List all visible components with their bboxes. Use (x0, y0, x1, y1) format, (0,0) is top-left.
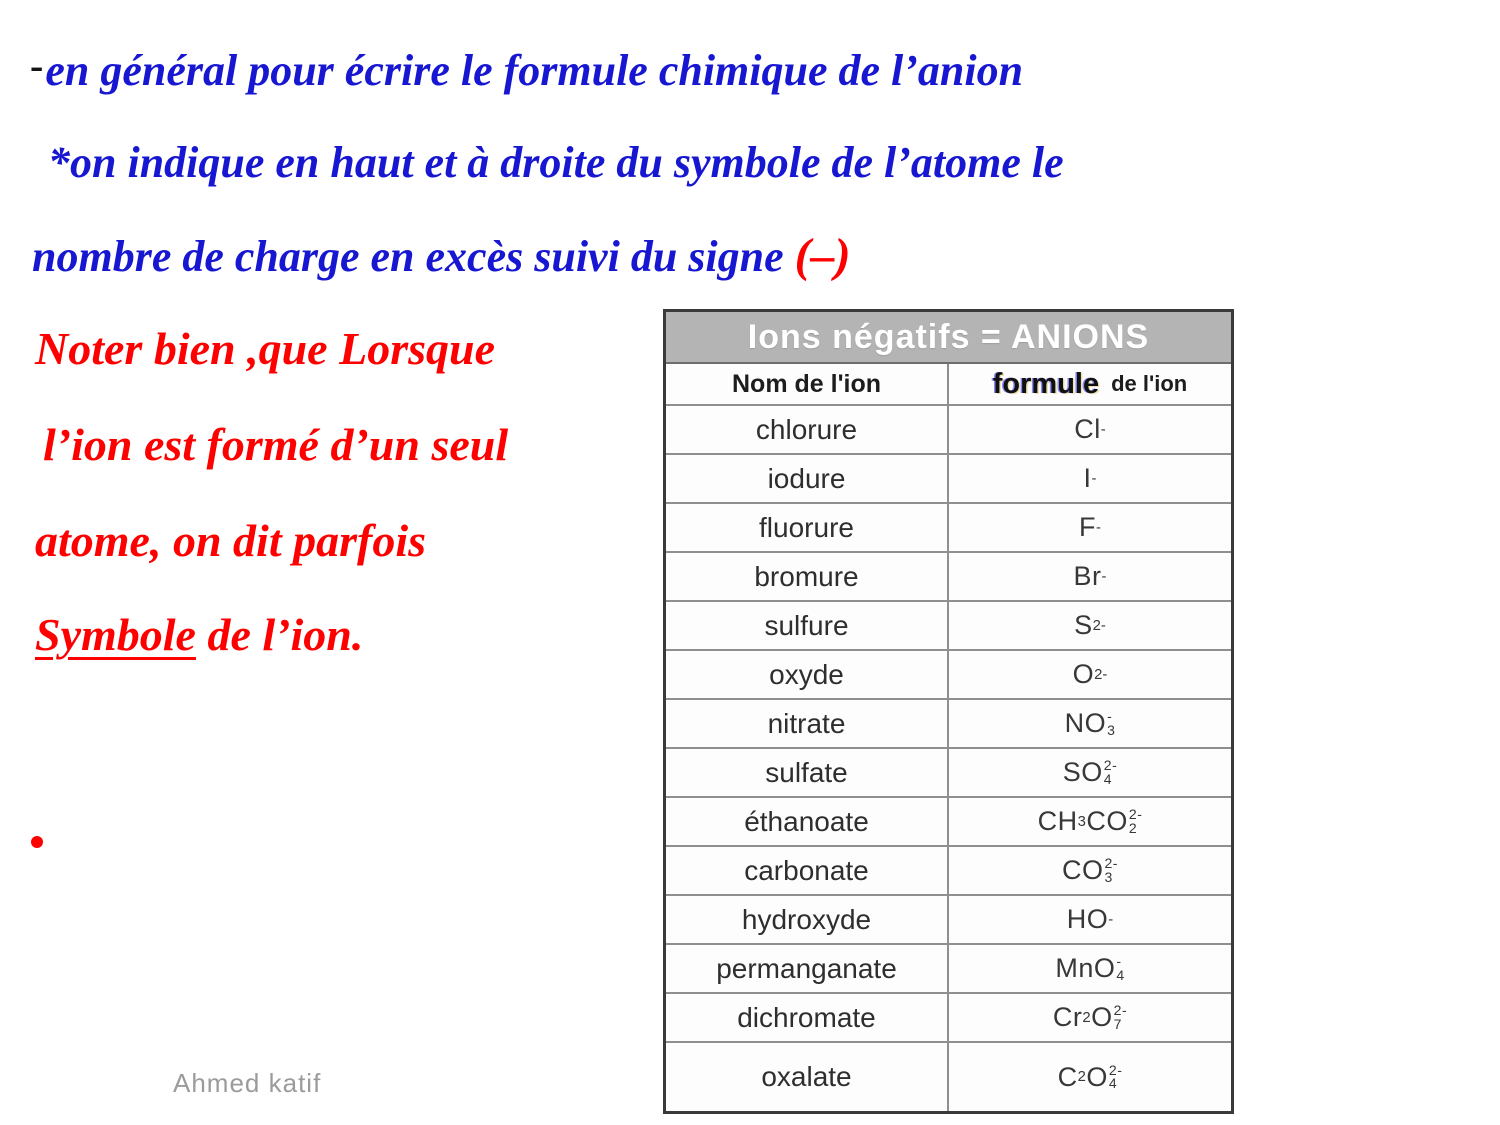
anion-table-title: Ions négatifs = ANIONS (666, 312, 1231, 364)
red-period-bullet (31, 836, 43, 848)
stacked-charge: 2- 7 (1113, 1002, 1128, 1032)
ion-table-body: chlorure Cl - iodure I - fluorure F - bromure Br - s… (666, 406, 1231, 1111)
intro-line-1: -en général pour écrire le formule chimi… (30, 42, 1023, 96)
ion-formula-cell: HO - (1066, 904, 1114, 934)
ion-name-cell: éthanoate (666, 798, 949, 845)
table-row: iodure I - (666, 455, 1231, 504)
ion-name-cell: chlorure (666, 406, 949, 453)
table-row: fluorure F - (666, 504, 1231, 553)
ion-formula-cell: Cl - (1074, 414, 1106, 444)
table-row: permanganate MnO -4 (666, 945, 1231, 994)
ion-formula-cell: I- (1083, 463, 1097, 493)
leading-dash: - (30, 43, 44, 88)
table-row: chlorure Cl - (666, 406, 1231, 455)
intro-line-2-text: *on indique en haut et à droite du symbo… (48, 138, 1064, 187)
ion-formula-cell: F- (1079, 512, 1101, 542)
header-de-lion-word: de l'ion (1111, 371, 1188, 396)
stacked-charge: 2- 2 (1128, 806, 1143, 836)
stacked-charge: 2- 4 (1108, 1061, 1123, 1091)
table-row: sulfure S 2- (666, 602, 1231, 651)
ion-formula-cell: MnO -4 (1055, 953, 1125, 983)
ion-formula-cell: Br - (1073, 561, 1107, 591)
minus-sign: (–) (794, 229, 851, 282)
ion-name-cell: oxalate (666, 1043, 949, 1111)
intro-line-1-text: en général pour écrire le formule chimiq… (45, 46, 1024, 95)
header-formula-column: formule de l'ion (949, 364, 1231, 404)
note-line-1: Noter bien ,que Lorsque (35, 323, 495, 374)
ion-formula-cell: O 2- (1072, 659, 1108, 689)
anion-table-header: Nom de l'ion formule de l'ion (666, 364, 1231, 406)
table-row: oxyde O 2- (666, 651, 1231, 700)
ion-name-cell: hydroxyde (666, 896, 949, 943)
ion-formula-cell: Cr 2 O 2- 7 (1052, 1002, 1128, 1032)
ion-name-cell: fluorure (666, 504, 949, 551)
ion-formula-cell: CH 3 CO 2- 2 (1037, 806, 1143, 836)
ion-name-cell: nitrate (666, 700, 949, 747)
anion-table: Ions négatifs = ANIONS Nom de l'ion form… (663, 309, 1234, 1114)
intro-line-3: nombre de charge en excès suivi du signe… (32, 228, 851, 283)
table-row: hydroxyde HO - (666, 896, 1231, 945)
ion-name-cell: sulfate (666, 749, 949, 796)
intro-line-3-text: nombre de charge en excès suivi du signe (32, 232, 795, 281)
ion-name-cell: carbonate (666, 847, 949, 894)
note-line-4-rest: de l’ion. (195, 609, 364, 660)
ion-name-cell: bromure (666, 553, 949, 600)
stacked-charge: 2- 3 (1104, 855, 1118, 885)
ion-name-cell: oxyde (666, 651, 949, 698)
table-row: dichromate Cr 2 O 2- 7 (666, 994, 1231, 1043)
ion-formula-cell: S 2- (1074, 610, 1106, 640)
table-row: sulfate SO 2- 4 (666, 749, 1231, 798)
intro-line-2: *on indique en haut et à droite du symbo… (48, 137, 1064, 188)
stacked-charge: -4 (1116, 953, 1125, 983)
header-name-column: Nom de l'ion (666, 364, 949, 404)
note-line-2: l’ion est formé d’un seul (43, 419, 509, 470)
author-credit: Ahmed katif (173, 1068, 322, 1098)
ion-formula-cell: CO 2- 3 (1062, 855, 1118, 885)
table-row: oxalate C 2 O 2- 4 (666, 1043, 1231, 1111)
ion-name-cell: iodure (666, 455, 949, 502)
ion-formula-cell: NO -3 (1064, 708, 1116, 738)
note-line-4: Symbole de l’ion. (35, 608, 363, 661)
note-line-3: atome, on dit parfois (35, 515, 427, 566)
table-row: bromure Br - (666, 553, 1231, 602)
table-row: carbonate CO 2- 3 (666, 847, 1231, 896)
ion-formula-cell: C 2 O 2- 4 (1057, 1061, 1123, 1092)
stacked-charge: -3 (1107, 708, 1116, 738)
table-row: éthanoate CH 3 CO 2- 2 (666, 798, 1231, 847)
ion-name-cell: sulfure (666, 602, 949, 649)
stacked-charge: 2- 4 (1103, 757, 1118, 787)
header-formule-word: formule (992, 367, 1100, 400)
ion-name-cell: permanganate (666, 945, 949, 992)
symbole-underlined: Symbole (35, 609, 196, 660)
table-row: nitrate NO -3 (666, 700, 1231, 749)
ion-name-cell: dichromate (666, 994, 949, 1041)
ion-formula-cell: SO 2- 4 (1062, 757, 1118, 787)
